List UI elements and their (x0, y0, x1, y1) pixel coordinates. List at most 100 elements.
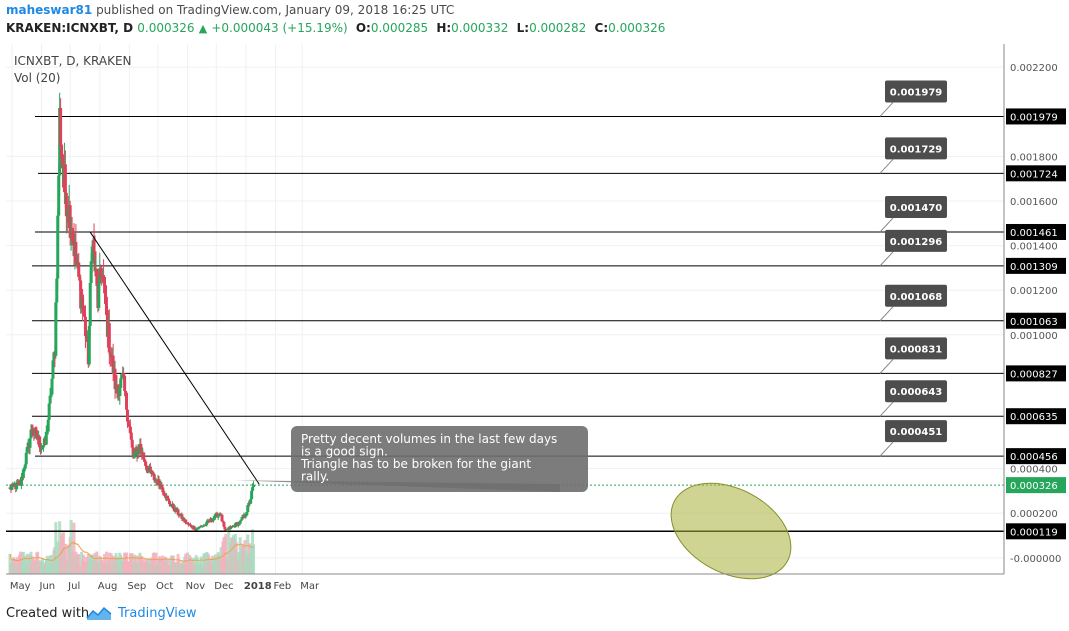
candle-body (113, 368, 117, 390)
candle-body (166, 495, 170, 499)
annotation[interactable]: Pretty decent volumes in the last few da… (234, 426, 807, 596)
candle-body (95, 268, 99, 285)
candle-body (40, 448, 44, 450)
chart-legend: ICNXBT, D, KRAKEN (14, 54, 132, 68)
candle-body (48, 395, 52, 404)
level-price-label: 0.000456 (1010, 452, 1058, 463)
candle-body (233, 523, 237, 528)
candle-body (225, 529, 229, 531)
x-tick-label: Nov (186, 581, 206, 592)
x-tick-label: Aug (98, 581, 118, 592)
candle-body (10, 486, 14, 490)
price-change: +0.000043 (+15.19%) (211, 21, 348, 35)
candle-body (89, 261, 93, 283)
symbol-label: KRAKEN:ICNXBT, D (6, 21, 134, 35)
level-price-label: 0.000119 (1010, 527, 1058, 538)
candle-body (148, 466, 152, 471)
candle-body (146, 469, 150, 473)
level-price-tag (1006, 223, 1066, 240)
candle-body (192, 526, 196, 530)
candle-body (247, 502, 251, 506)
candle-body (184, 519, 188, 524)
level-price-label: 0.001724 (1010, 169, 1058, 180)
level-price-tag (1006, 365, 1066, 382)
volume-bar (25, 553, 29, 574)
candle-body (205, 521, 209, 526)
candle-body (104, 303, 108, 311)
volume-bar (72, 522, 76, 574)
candle-body (19, 476, 23, 486)
candle-body (39, 447, 43, 450)
note-box (885, 337, 947, 360)
candle-body (38, 436, 42, 448)
volume-bar (130, 553, 134, 574)
candle-body (25, 446, 29, 453)
candle-body (44, 431, 48, 445)
level-price-tag (1006, 312, 1066, 329)
note-pointer (879, 217, 894, 233)
candle-body (45, 431, 49, 433)
candle-body (220, 514, 224, 522)
candle-body (57, 175, 61, 216)
candle-body (50, 378, 54, 395)
candle-body (249, 499, 253, 504)
note-pointer (879, 359, 894, 374)
tradingview-link[interactable]: TradingView (118, 606, 197, 621)
candle-body (41, 445, 45, 448)
candle-body (222, 522, 226, 527)
candle-body (81, 298, 85, 308)
y-tick-label: 0.001400 (1010, 242, 1058, 253)
volume-bar (84, 557, 88, 574)
x-tick-label: May (10, 581, 31, 592)
tradingview-logo-icon (86, 606, 112, 620)
candle-body (182, 517, 186, 521)
candle-body (142, 452, 146, 460)
candle-body (133, 449, 137, 454)
callout-text-line: Triangle has to be broken for the giant (300, 457, 531, 471)
candle-body (212, 517, 216, 519)
candle-body (102, 275, 106, 282)
candle-body (250, 490, 254, 500)
candle-body (52, 352, 56, 361)
candle-body (246, 505, 250, 513)
candle-body (78, 276, 82, 281)
level-price-tag (1006, 523, 1066, 540)
note-box (885, 284, 947, 307)
candle-body (251, 487, 255, 491)
candle-body (70, 231, 74, 240)
author-link[interactable]: maheswar81 (6, 3, 93, 17)
candle-body (136, 448, 140, 456)
level-price-tag (1006, 257, 1066, 274)
candle-body (196, 528, 200, 530)
open-label: O: (355, 21, 371, 35)
volume-bar (45, 555, 49, 574)
y-tick-label: 0.001600 (1010, 197, 1058, 208)
candle-body (188, 524, 192, 526)
note-label: 0.001470 (890, 203, 943, 214)
y-tick-label: -0.000000 (1010, 554, 1061, 565)
note-pointer (879, 401, 894, 417)
volume-bar (246, 534, 250, 574)
level-price-label: 0.000827 (1010, 369, 1058, 380)
candle-body (79, 280, 83, 309)
note-pointer (879, 158, 894, 174)
level-price-label: 0.000635 (1010, 412, 1058, 423)
note-label: 0.000831 (890, 344, 943, 355)
candle-body (119, 378, 123, 388)
descending-trendline[interactable] (89, 231, 260, 485)
volume-bar (12, 557, 16, 574)
price-chart[interactable]: 0.001979 0.001724 0.001461 0.001309 0.001063… (0, 44, 1069, 596)
note-label: 0.001729 (890, 144, 943, 155)
candle-body (71, 239, 75, 242)
candle-body (12, 483, 16, 486)
candle-body (161, 487, 165, 493)
volume-bar (107, 552, 111, 574)
candle-body (24, 452, 28, 465)
note-box (885, 229, 947, 252)
note-label: 0.001296 (890, 237, 943, 248)
candle-body (33, 427, 37, 435)
publish-info: maheswar81 published on TradingView.com,… (6, 3, 454, 17)
horizontal-levels: 0.001979 0.001724 0.001461 0.001309 0.001063… (6, 108, 1066, 540)
candle-body (162, 492, 166, 494)
candle-body (32, 433, 36, 435)
